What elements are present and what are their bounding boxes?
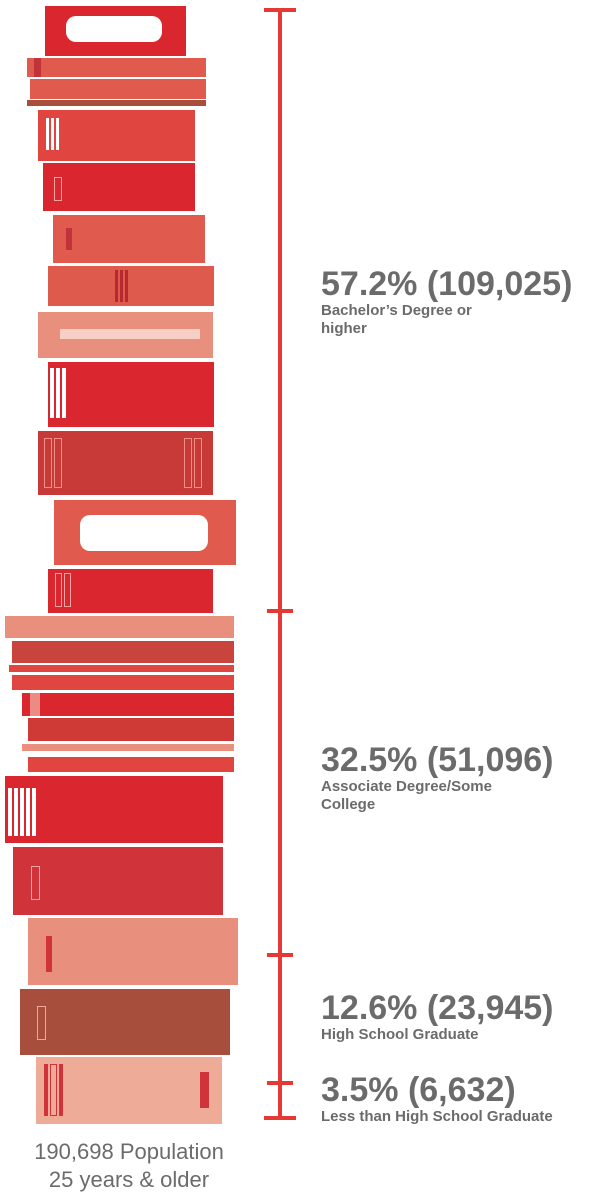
book-stripe — [66, 228, 72, 250]
book-stripe — [184, 438, 192, 488]
book-stripe — [44, 438, 52, 488]
book-stripe — [54, 177, 62, 201]
book — [5, 776, 223, 843]
book-stripe — [50, 368, 54, 418]
book — [36, 1057, 222, 1124]
segment-name-associate: Associate Degree/Some College — [321, 778, 492, 813]
segment-label-bachelor: 57.2% (109,025) Bachelor’s Degree or hig… — [321, 265, 573, 338]
book-stripe — [56, 118, 59, 150]
book-stripe — [30, 693, 40, 716]
book — [48, 362, 214, 427]
book — [13, 847, 223, 915]
book — [27, 58, 206, 77]
book-stripe — [8, 788, 12, 836]
book-stripe — [60, 329, 200, 339]
book-label — [80, 515, 208, 551]
book — [27, 100, 206, 106]
book-stripe — [194, 438, 202, 488]
book-stripe — [50, 1064, 57, 1116]
book-stripe — [56, 368, 60, 418]
book-stripe — [55, 573, 62, 607]
book-stripe — [54, 438, 62, 488]
population-total-line2: 25 years & older — [48, 1167, 210, 1192]
book — [22, 693, 234, 716]
book-stripe — [120, 270, 123, 302]
book — [28, 718, 234, 741]
book — [53, 215, 205, 263]
segment-name-highschool: High School Graduate — [321, 1026, 479, 1043]
book-stripe — [46, 936, 52, 972]
book — [38, 431, 213, 495]
segment-name-less-than-highschool: Less than High School Graduate — [321, 1108, 553, 1125]
book-stripe — [37, 1006, 46, 1040]
book — [48, 266, 214, 306]
segment-value-bachelor: 57.2% (109,025) — [321, 265, 573, 303]
book — [20, 989, 230, 1055]
book-stripe — [34, 58, 41, 77]
book — [12, 641, 234, 663]
book-stripe — [14, 788, 18, 836]
book-stripe — [64, 573, 71, 607]
segment-value-highschool: 12.6% (23,945) — [321, 989, 554, 1027]
book — [38, 110, 195, 161]
book — [12, 675, 234, 690]
book-stripe — [32, 788, 36, 836]
book-stripe — [125, 270, 128, 302]
segment-name-bachelor: Bachelor’s Degree or higher — [321, 302, 472, 337]
segment-label-highschool: 12.6% (23,945) High School Graduate — [321, 990, 581, 1044]
book-stripe — [26, 788, 30, 836]
book-stripe — [51, 118, 54, 150]
population-total: 190,698 Population 25 years & older — [0, 1138, 258, 1194]
segment-label-less-than-highschool: 3.5% (6,632) Less than High School Gradu… — [321, 1072, 591, 1126]
population-total-line1: 190,698 Population — [34, 1139, 224, 1164]
segment-value-associate: 32.5% (51,096) — [321, 741, 554, 779]
book-stripe — [62, 368, 66, 418]
book-stripe — [46, 118, 49, 150]
book-stripe — [200, 1072, 209, 1108]
book-stripe — [31, 866, 40, 900]
book — [9, 665, 234, 672]
book-stripe — [44, 1064, 48, 1116]
segment-label-associate: 32.5% (51,096) Associate Degree/Some Col… — [321, 742, 561, 814]
book — [48, 569, 213, 613]
book — [5, 616, 234, 638]
book — [28, 757, 234, 772]
book-stripe — [59, 1064, 63, 1116]
segment-value-less-than-highschool: 3.5% (6,632) — [321, 1071, 516, 1109]
book-stripe — [115, 270, 118, 302]
book-stripe — [20, 788, 24, 836]
book — [28, 918, 238, 985]
book — [30, 79, 206, 99]
book — [43, 163, 195, 211]
book-label — [66, 16, 162, 42]
book — [22, 744, 234, 751]
book-stack — [0, 0, 260, 1130]
